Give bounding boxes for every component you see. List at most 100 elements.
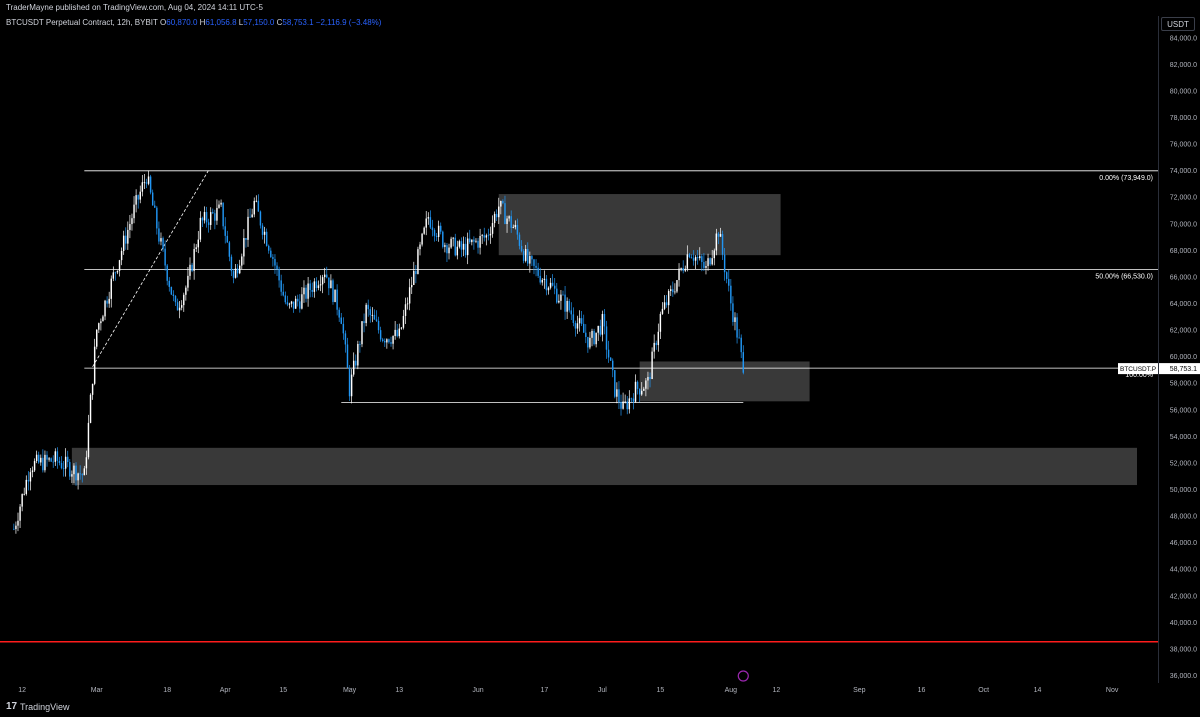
price-chart[interactable]: 0.00% (73,949.0) 50.00% (66,530.0) 100.00%… xyxy=(0,16,1158,683)
price-tick-3: 78,000.0 xyxy=(1170,115,1197,122)
candle-body-249 xyxy=(529,256,531,264)
candle-body-276 xyxy=(585,332,587,337)
tradingview-brand[interactable]: TradingView xyxy=(20,702,70,712)
candle-body-169 xyxy=(363,321,365,324)
candle-body-146 xyxy=(315,281,318,289)
price-tick-6: 72,000.0 xyxy=(1170,195,1197,202)
candle-body-80 xyxy=(178,307,181,311)
candle-body-245 xyxy=(520,245,523,252)
candle-body-271 xyxy=(574,322,577,329)
candle-body-232 xyxy=(493,213,496,224)
candle-body-309 xyxy=(653,342,655,352)
candle-body-135 xyxy=(292,301,295,309)
price-tick-19: 46,000.0 xyxy=(1170,540,1197,547)
candle-body-216 xyxy=(460,241,463,250)
publisher-text: TraderMayne published on TradingView.com… xyxy=(6,3,263,12)
candle-body-149 xyxy=(321,277,324,285)
time-tick-11: Aug xyxy=(725,687,738,694)
candle-body-286 xyxy=(605,326,608,350)
candle-body-290 xyxy=(614,370,616,397)
candle-body-102 xyxy=(224,226,226,236)
candle-body-211 xyxy=(450,238,452,248)
price-tick-22: 40,000.0 xyxy=(1170,620,1197,627)
candle-body-2 xyxy=(17,520,19,526)
tradingview-logo-icon[interactable]: 17 xyxy=(6,701,18,712)
candle-body-93 xyxy=(205,212,208,223)
candle-body-268 xyxy=(568,300,570,311)
candle-body-28 xyxy=(71,474,73,477)
time-axis[interactable]: 12 Mar 18 Apr 15 May 13 Jun 17 Jul 15 Aug 12 Sep 16 Oct… xyxy=(0,683,1158,697)
candle-body-5 xyxy=(23,493,25,495)
candle-body-196 xyxy=(419,244,421,250)
zone-box-1 xyxy=(639,361,810,402)
candle-body-108 xyxy=(236,268,239,274)
candle-body-70 xyxy=(158,228,160,242)
candle-body-315 xyxy=(665,302,668,306)
candle-body-184 xyxy=(394,329,396,337)
candle-body-131 xyxy=(284,295,287,303)
candle-body-44 xyxy=(104,300,106,317)
candle-body-60 xyxy=(137,195,139,200)
candle-body-140 xyxy=(303,287,305,295)
candle-body-76 xyxy=(170,286,173,295)
price-tick-18: 48,000.0 xyxy=(1170,514,1197,521)
candle-body-213 xyxy=(454,237,456,256)
time-tick-15: Oct xyxy=(978,687,989,694)
candle-body-173 xyxy=(371,314,374,316)
candle-body-342 xyxy=(721,234,724,255)
ohlc-legend: BTCUSDT Perpetual Contract, 12h, BYBIT O… xyxy=(6,18,381,27)
candle-body-69 xyxy=(156,207,158,229)
candle-body-345 xyxy=(728,278,730,286)
candle-body-191 xyxy=(408,287,411,304)
candle-body-159 xyxy=(342,323,345,334)
candle-body-225 xyxy=(479,236,481,248)
candle-body-109 xyxy=(239,265,241,274)
candle-body-333 xyxy=(703,262,705,268)
candle-body-296 xyxy=(626,401,628,410)
candle-body-322 xyxy=(680,268,682,269)
fib-level-label-0: 0.00% (73,949.0) xyxy=(1099,175,1153,182)
chart-plot-area[interactable]: 0.00% (73,949.0) 50.00% (66,530.0) 100.00%… xyxy=(0,16,1158,683)
currency-selector[interactable]: USDT xyxy=(1161,17,1195,31)
candle-body-199 xyxy=(425,218,427,228)
candle-body-152 xyxy=(328,277,330,289)
candle-body-193 xyxy=(413,270,415,285)
candle-body-308 xyxy=(651,351,653,379)
candle-body-31 xyxy=(77,473,79,481)
time-tick-10: 15 xyxy=(656,687,664,694)
candle-body-331 xyxy=(699,256,701,259)
time-axis-labels[interactable]: 12 Mar 18 Apr 15 May 13 Jun 17 Jul 15 Aug 12 Sep 16 Oct… xyxy=(0,683,1158,697)
candle-body-338 xyxy=(713,250,715,259)
candle-body-219 xyxy=(466,238,469,256)
candle-body-320 xyxy=(676,280,678,292)
candle-body-288 xyxy=(609,357,612,361)
candle-body-118 xyxy=(257,200,260,212)
candle-body-263 xyxy=(558,300,560,303)
candle-body-291 xyxy=(616,389,618,397)
price-tick-11: 62,000.0 xyxy=(1170,328,1197,335)
candle-body-194 xyxy=(415,270,417,274)
candle-body-224 xyxy=(477,240,479,248)
candle-body-190 xyxy=(406,303,409,305)
candle-body-66 xyxy=(149,176,152,193)
candle-body-71 xyxy=(160,238,162,242)
candle-body-162 xyxy=(348,368,351,397)
candle-body-351 xyxy=(740,337,742,353)
symbol-title[interactable]: BTCUSDT Perpetual Contract, 12h, BYBIT xyxy=(6,18,158,27)
candle-body-174 xyxy=(373,314,376,320)
candle-body-113 xyxy=(247,216,249,240)
candle-body-160 xyxy=(344,333,347,345)
candle-body-258 xyxy=(547,287,550,291)
candle-body-90 xyxy=(199,217,202,240)
price-tick-20: 44,000.0 xyxy=(1170,567,1197,574)
candle-body-47 xyxy=(110,278,112,299)
fib-level-label-2: 100.00% xyxy=(1125,372,1153,379)
time-tick-7: Jun xyxy=(472,687,483,694)
candle-body-167 xyxy=(359,343,361,345)
price-axis[interactable]: 84,000.0 82,000.0 80,000.0 78,000.0 76,000.0… xyxy=(1158,16,1200,683)
candle-body-267 xyxy=(566,300,568,312)
price-axis-labels[interactable]: 84,000.0 82,000.0 80,000.0 78,000.0 76,000.0… xyxy=(1159,16,1200,683)
candle-body-21 xyxy=(56,451,59,461)
candle-body-136 xyxy=(294,298,297,309)
zone-box-0 xyxy=(498,194,781,256)
